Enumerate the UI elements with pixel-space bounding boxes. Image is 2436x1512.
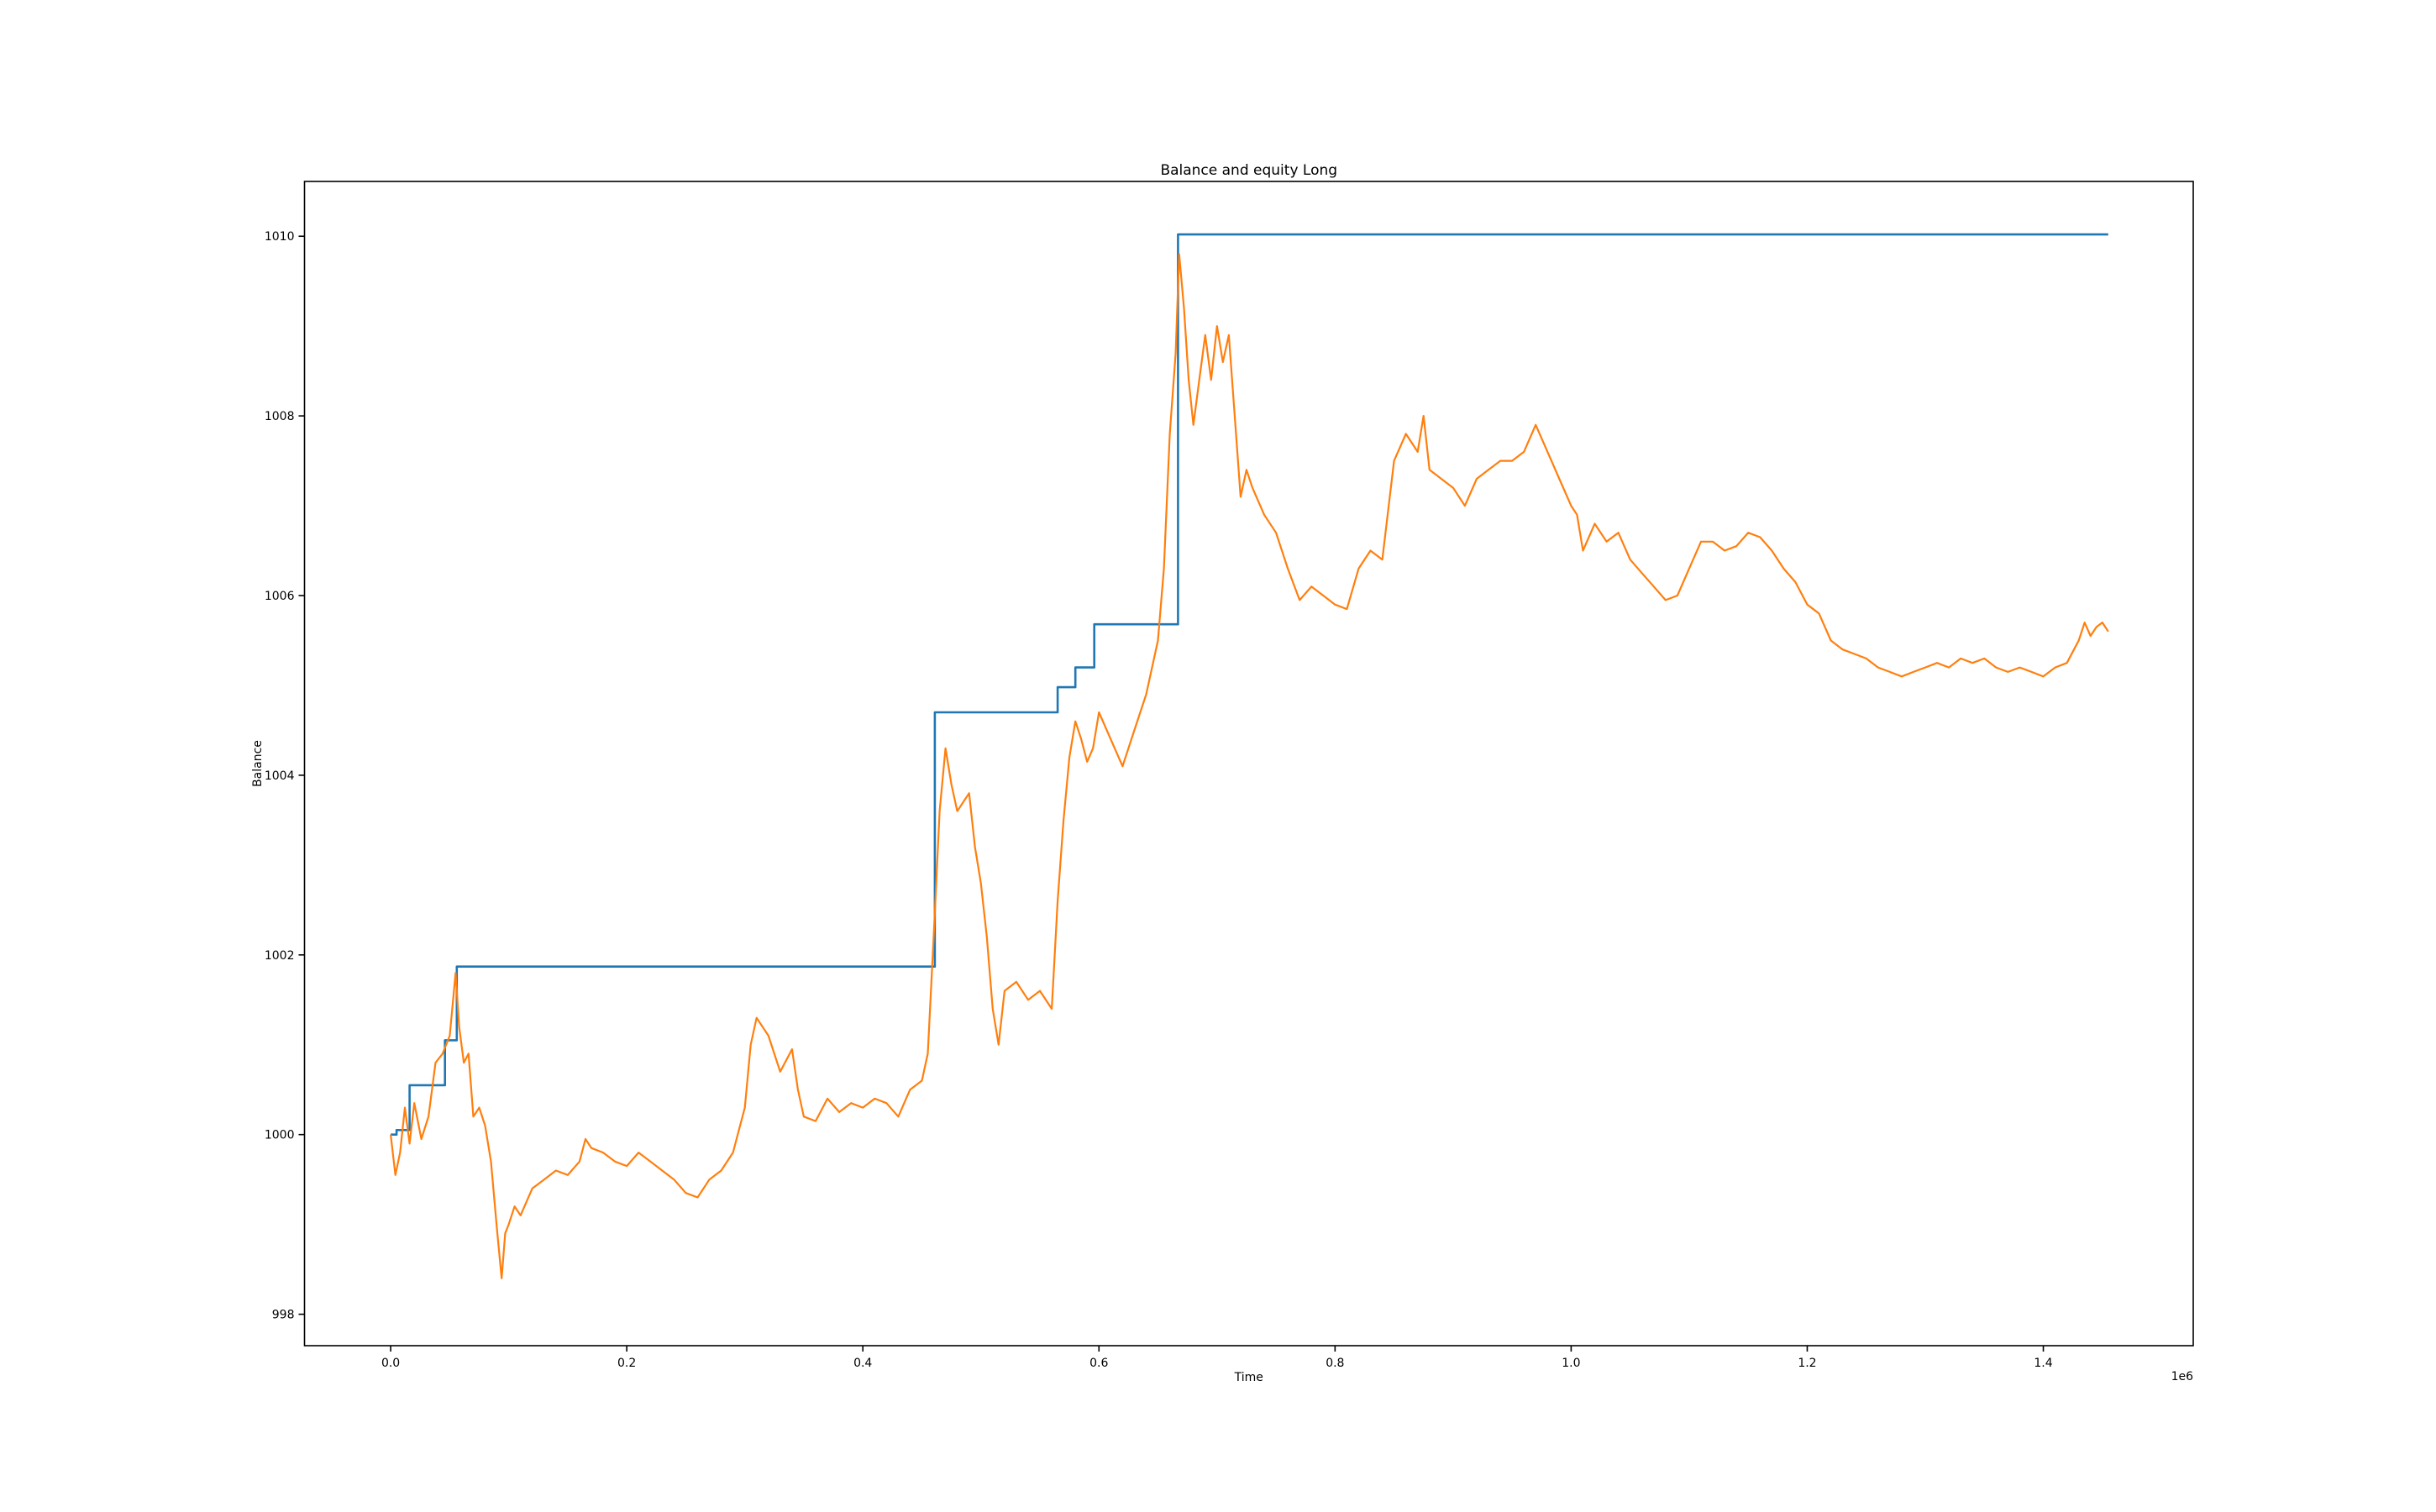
y-tick-label: 1000 <box>265 1129 295 1142</box>
x-tick-label: 1.4 <box>2034 1357 2052 1370</box>
y-axis-label: Balance <box>251 740 265 787</box>
plot-area <box>390 233 2109 1279</box>
balance-series-line <box>391 233 2108 1136</box>
x-tick-label: 0.8 <box>1326 1357 1344 1370</box>
x-tick-label: 0.2 <box>617 1357 636 1370</box>
y-tick-label: 1004 <box>265 769 295 783</box>
x-tick-label: 1.2 <box>1798 1357 1816 1370</box>
x-axis-offset-label: 1e6 <box>2171 1370 2194 1383</box>
y-tick-label: 1008 <box>265 410 295 423</box>
axes <box>303 181 2194 1347</box>
x-axis-label: Time <box>1234 1371 1263 1384</box>
y-tick-label: 1002 <box>265 949 295 963</box>
y-tick-label: 998 <box>272 1309 295 1322</box>
y-tick-label: 1006 <box>265 590 295 603</box>
chart-title: Balance and equity Long <box>1160 162 1337 179</box>
equity-series-line <box>390 253 2109 1279</box>
x-tick-label: 0.6 <box>1089 1357 1108 1370</box>
ticks: 0.0 0.2 0.4 0.6 0.8 1.0 1.2 1.4 998 1000 1002 1004 1… <box>265 230 2053 1370</box>
axes-frame <box>303 181 2194 1347</box>
y-tick-label: 1010 <box>265 230 295 244</box>
x-tick-label: 0.4 <box>853 1357 872 1370</box>
x-tick-label: 0.0 <box>381 1357 400 1370</box>
x-tick-label: 1.0 <box>1562 1357 1580 1370</box>
